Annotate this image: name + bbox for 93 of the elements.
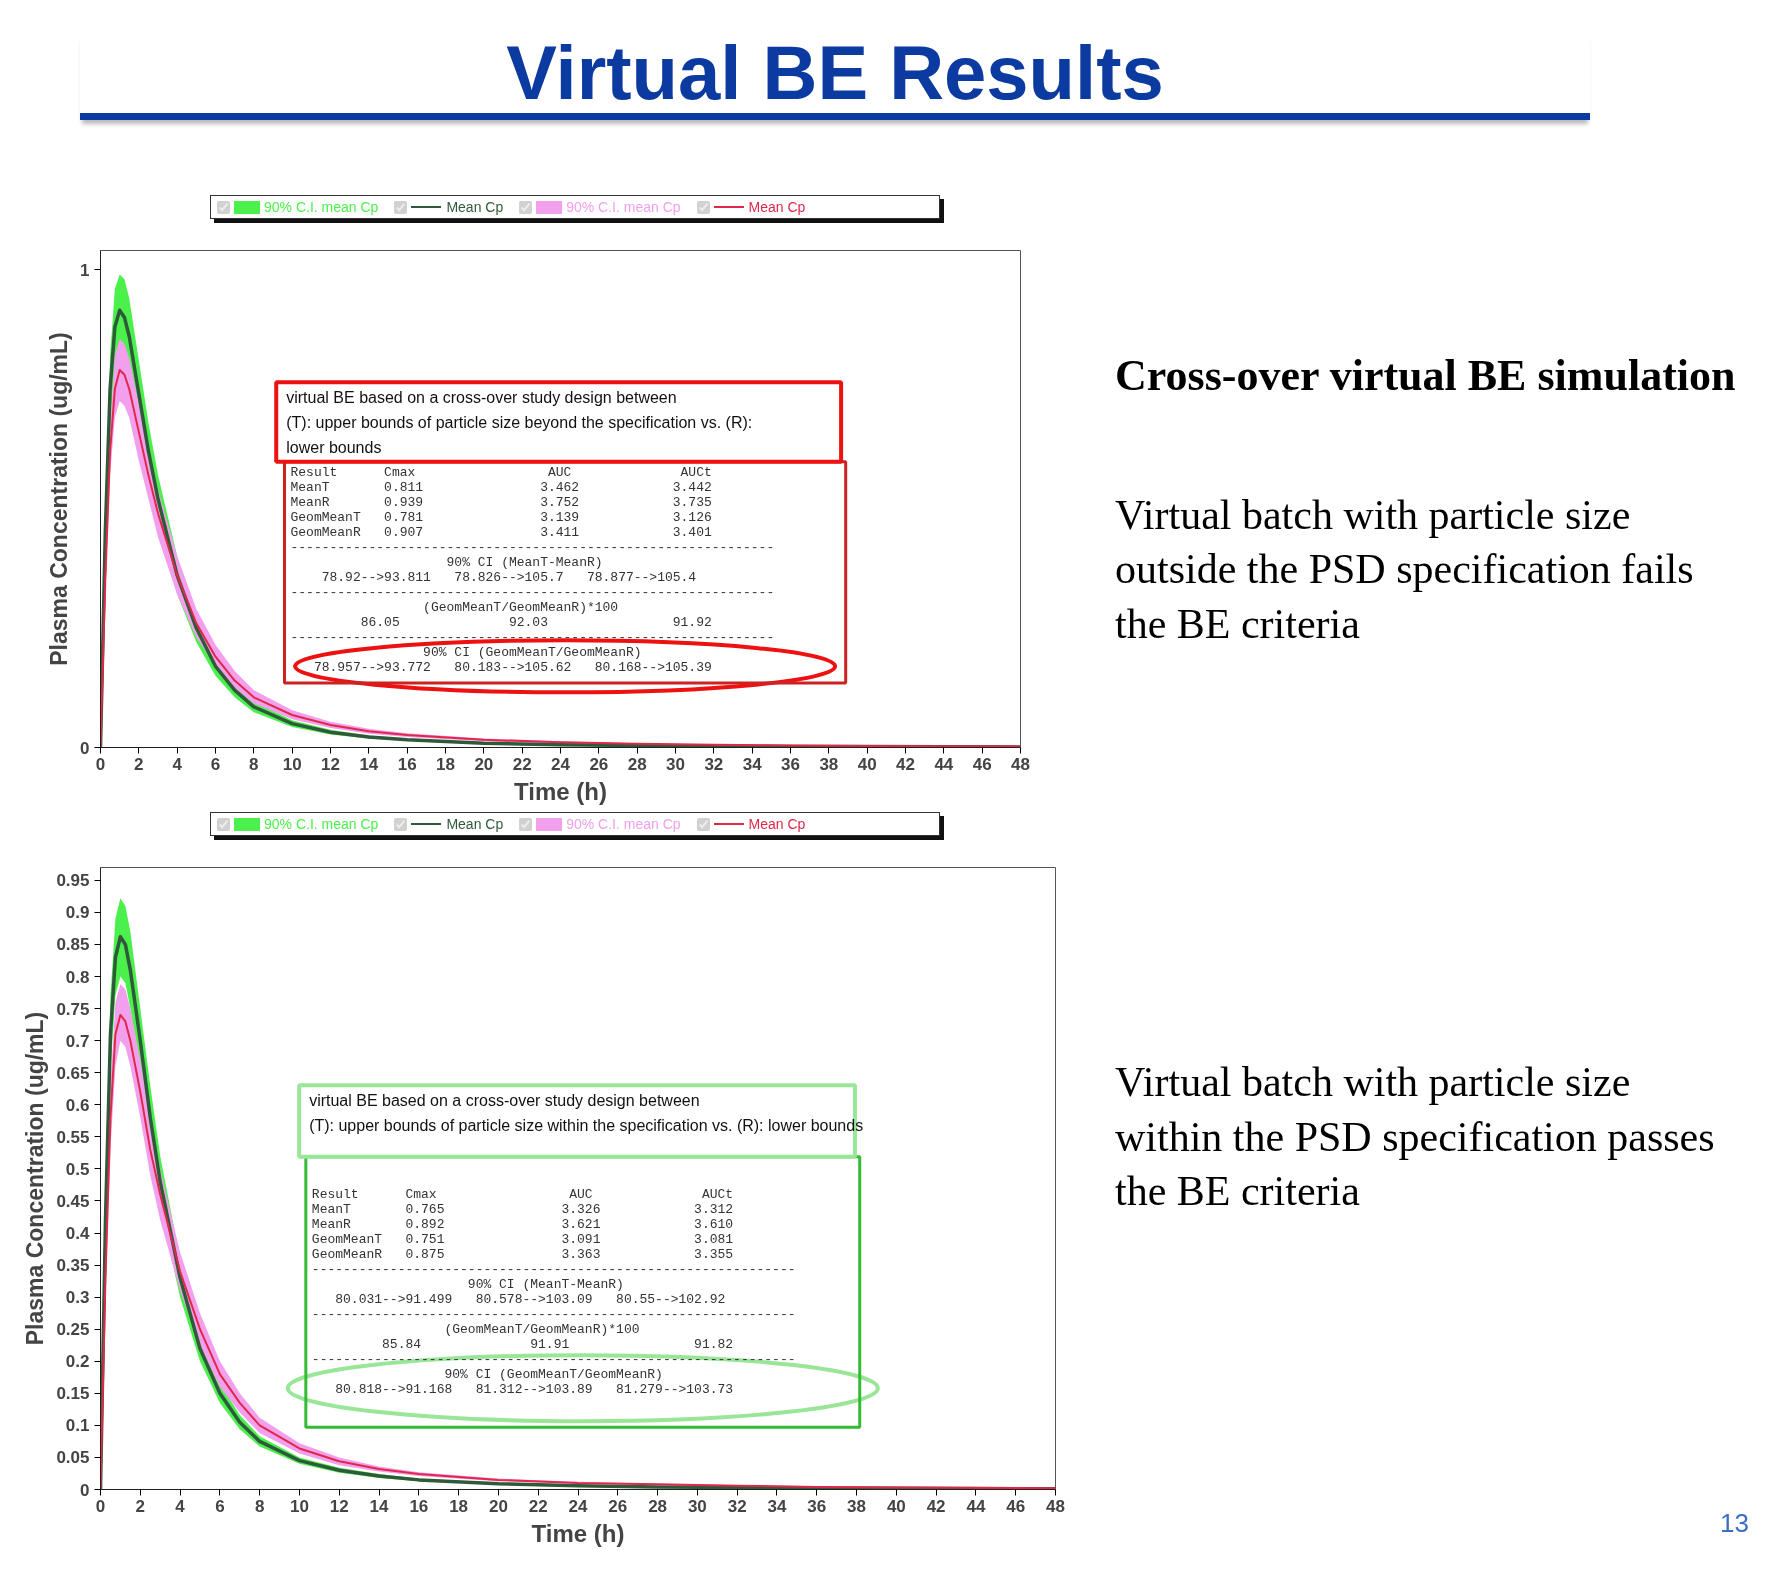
text: Cross-over virtual BE simulation [1115,350,1737,402]
legend-label: 90% C.I. mean Cp [264,816,379,832]
x-tick-label: 18 [436,754,455,774]
legend-label: Mean Cp [446,199,504,215]
y-tick-label: 0.9 [65,903,90,923]
y-tick-label: 0.6 [65,1095,90,1115]
y-tick-label: 0 [80,1480,90,1500]
x-tick-label: 24 [568,1496,588,1516]
y-tick-label: 0.35 [56,1256,90,1276]
text: Result Cmax AUC AUCt MeanT 0.811 3.462 3.442 MeanR 0.939 3.752 3.735 GeomMeanT 0.781 3.139 3.126 GeomMeanR 0.907 3.411 3.401 -------------------------------------------------------------- 90% CI (MeanT-MeanR) 78.92-->93.811 78.826-->105.7 78.877-->105.4 -------------------------------------------------------------- (GeomMeanT/GeomMeanR)*100 86.05 92.03 91.92 -------------------------------------------------------------- 90% CI (GeomMeanT/GeomMeanR) 78.957-->93.772 80.183-->105.62 80.168-->105.39 [290,464,775,675]
x-tick-label: 2 [134,754,144,774]
y-tick-label: 0.7 [65,1031,90,1051]
y-tick-label: 0.55 [56,1127,90,1147]
y-tick-label: 0.1 [65,1416,90,1436]
y-tick-label: 0.75 [56,999,90,1019]
x-tick-label: 34 [767,1496,787,1516]
y-tick-label: 0.05 [56,1448,90,1468]
x-tick-label: 42 [926,1496,946,1516]
y-tick-label: 0.65 [56,1063,90,1083]
y-axis-title: Plasma Concentration (ug/mL) [22,1011,49,1346]
legend-label: 90% C.I. mean Cp [566,816,681,832]
x-tick-label: 40 [886,1496,906,1516]
text: Result Cmax AUC AUCt MeanT 0.765 3.326 3.312 MeanR 0.892 3.621 3.610 GeomMeanT 0.751 3.091 3.081 GeomMeanR 0.875 3.363 3.355 -------------------------------------------------------------- 90% CI (MeanT-MeanR) 80.031-->91.499 80.578-->103.09 80.55-->102.92 -------------------------------------------------------------- (GeomMeanT/GeomMeanR)*100 85.84 91.91 91.82 -------------------------------------------------------------- 90% CI (GeomMeanT/GeomMeanR) 80.818-->91.168 81.312-->103.89 81.279-->103.73 [311,1187,796,1398]
y-tick-label: 0.2 [65,1352,90,1372]
x-tick-label: 18 [449,1496,469,1516]
x-tick-label: 38 [819,754,839,774]
legend-label: 90% C.I. mean Cp [264,199,379,215]
y-tick-label: 0.5 [65,1159,90,1179]
x-tick-label: 30 [687,1496,707,1516]
x-tick-label: 10 [290,1496,309,1516]
x-tick-label: 34 [742,754,763,774]
x-tick-label: 20 [474,754,494,774]
x-axis-title: Time (h) [514,777,607,805]
annotation: virtual BE based on a cross-over study design between (T): upper bounds of particle size beyond the specification vs. (R): lower bounds [286,389,753,456]
x-tick-label: 8 [249,754,259,774]
x-tick-label: 0 [95,754,106,774]
x-tick-label: 14 [369,1496,390,1516]
text: Virtual batch with particle size within the PSD specification passes the BE criteria [1115,1058,1715,1217]
x-tick-label: 22 [512,754,532,774]
x-tick-label: 48 [1011,754,1030,774]
x-tick-label: 36 [807,1496,827,1516]
x-axis-title: Time (h) [531,1519,625,1547]
x-tick-label: 20 [488,1496,508,1516]
x-tick-label: 44 [934,754,954,774]
x-tick-label: 46 [1006,1496,1026,1516]
x-tick-label: 26 [589,754,609,774]
x-tick-label: 32 [727,1496,747,1516]
x-tick-label: 8 [254,1496,265,1516]
y-tick-label: 0.15 [56,1384,90,1404]
x-tick-label: 48 [1046,1496,1065,1516]
legend-label: 90% C.I. mean Cp [566,199,681,215]
x-tick-label: 26 [608,1496,628,1516]
x-tick-label: 16 [397,754,417,774]
x-tick-label: 10 [282,754,302,774]
text: Virtual batch with particle size outside the PSD specification fails the BE criteria [1115,490,1695,650]
x-tick-label: 22 [528,1496,548,1516]
x-tick-label: 44 [966,1496,986,1516]
legend-label: Mean Cp [446,816,504,832]
x-tick-label: 12 [321,754,340,774]
x-tick-label: 30 [666,754,685,774]
y-tick-label: 0.85 [56,935,90,955]
x-tick-label: 2 [135,1496,146,1516]
x-tick-label: 24 [551,754,571,774]
legend-label: Mean Cp [748,199,806,215]
x-tick-label: 46 [972,754,992,774]
y-tick-label: 0.45 [56,1191,90,1211]
legend-label: Mean Cp [748,816,806,832]
y-tick-label: 0 [80,738,90,758]
x-tick-label: 12 [329,1496,349,1516]
chart-title: Virtual BE Results [80,30,1590,120]
x-tick-label: 16 [409,1496,429,1516]
y-tick-label: 1 [80,260,90,280]
y-tick-label: 0.4 [65,1224,91,1244]
x-tick-label: 6 [210,754,221,774]
y-tick-label: 0.25 [56,1320,90,1340]
x-tick-label: 32 [704,754,724,774]
y-tick-label: 0.3 [65,1288,90,1308]
annotation: virtual BE based on a cross-over study design between (T): upper bounds of particle size within the specification vs. (R): lower bounds [309,1092,864,1134]
x-tick-label: 36 [781,754,800,774]
x-tick-label: 28 [627,754,647,774]
y-tick-label: 0.8 [65,967,90,987]
x-tick-label: 6 [215,1496,225,1516]
y-axis-title: Plasma Concentration (ug/mL) [46,332,73,666]
x-tick-label: 42 [896,754,915,774]
x-tick-label: 0 [95,1496,106,1516]
x-tick-label: 14 [359,754,379,774]
x-tick-label: 4 [175,1496,186,1516]
x-tick-label: 40 [857,754,877,774]
x-tick-label: 4 [172,754,183,774]
y-tick-label: 0.95 [56,871,90,891]
x-tick-label: 28 [648,1496,668,1516]
x-tick-label: 38 [847,1496,867,1516]
text: 13 [1720,1507,1749,1540]
